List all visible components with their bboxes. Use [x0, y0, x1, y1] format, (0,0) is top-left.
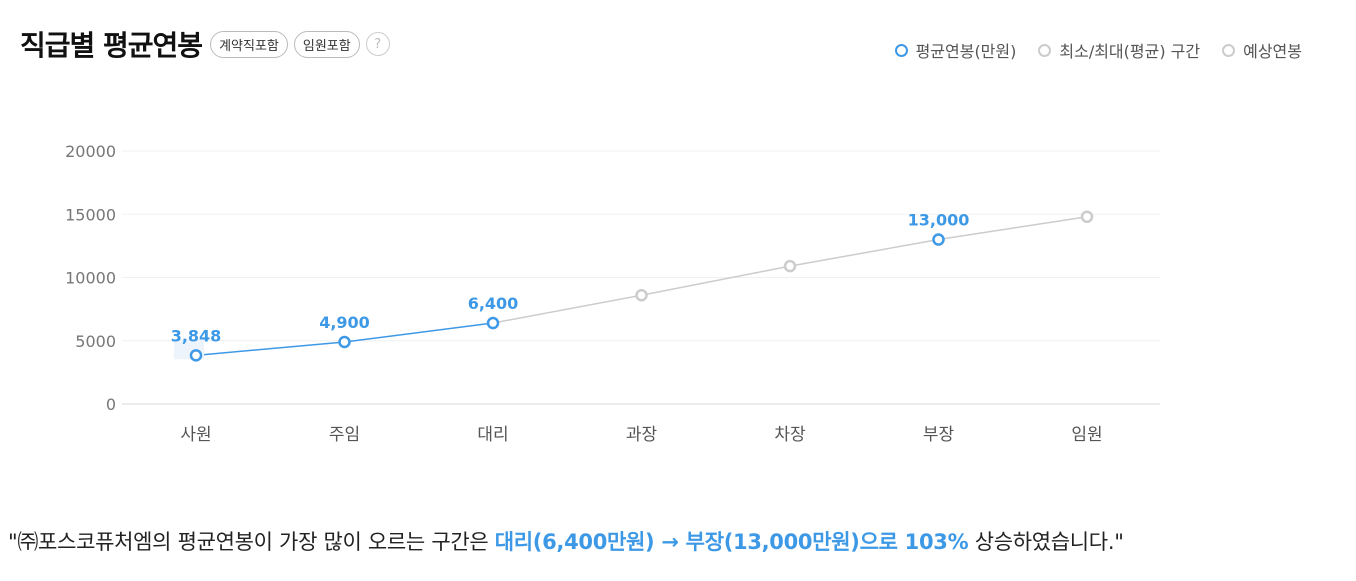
chart-legend: 평균연봉(만원) 최소/최대(평균) 구간 예상연봉: [873, 38, 1302, 62]
x-tick-label: 부장: [923, 425, 955, 445]
x-tick-label: 주임: [329, 425, 360, 445]
y-tick-label: 5000: [75, 332, 116, 351]
data-point-marker: [338, 335, 351, 349]
summary-text: "㈜포스코퓨처엠의 평균연봉이 가장 많이 오르는 구간은 대리(6,400만원…: [8, 526, 1124, 556]
legend-item-average[interactable]: 평균연봉(만원): [894, 38, 1017, 62]
line-chart: 0 5000 10000 15000 20000 사원 주임 대리 과장 차장 부장 임원 3,848 4…: [65, 142, 1160, 445]
tag-contract-included[interactable]: 계약직포함: [210, 30, 288, 58]
data-point-marker: [486, 316, 500, 330]
legend-label: 최소/최대(평균) 구간: [1059, 42, 1201, 61]
data-label: 6,400: [468, 294, 519, 313]
question-circle-icon[interactable]: ?: [365, 32, 390, 56]
x-tick-label: 임원: [1071, 425, 1102, 445]
x-tick-label: 차장: [774, 425, 806, 445]
data-label: 13,000: [908, 211, 970, 230]
summary-suffix: 상승하였습니다.": [968, 530, 1124, 554]
data-point-marker: [635, 288, 648, 302]
circle-marker-icon: [1222, 43, 1236, 57]
data-point-marker: [783, 259, 797, 273]
x-tick-label: 대리: [477, 425, 508, 445]
y-tick-label: 10000: [65, 269, 116, 288]
legend-label: 평균연봉(만원): [915, 42, 1017, 61]
x-tick-label: 사원: [180, 425, 211, 445]
x-tick-label: 과장: [626, 425, 658, 445]
legend-item-expected[interactable]: 예상연봉: [1222, 38, 1302, 62]
summary-prefix: "㈜포스코퓨처엠의 평균연봉이 가장 많이 오르는 구간은: [8, 530, 495, 554]
data-point-marker: [189, 349, 203, 362]
summary-highlight: 대리(6,400만원) → 부장(13,000만원)으로 103%: [494, 530, 969, 554]
legend-item-min-max[interactable]: 최소/최대(평균) 구간: [1038, 38, 1200, 62]
y-tick-label: 15000: [65, 205, 116, 224]
circle-marker-icon: [1038, 43, 1052, 57]
chart-header: 직급별 평균연봉 계약직포함 임원포함 ?: [20, 24, 390, 64]
circle-marker-icon: [894, 43, 908, 57]
chart-title: 직급별 평균연봉: [20, 29, 203, 62]
y-tick-label: 0: [106, 395, 116, 414]
data-point-marker: [1080, 210, 1094, 224]
data-point-marker: [932, 233, 945, 246]
data-label: 3,848: [171, 326, 222, 345]
tag-executive-included[interactable]: 임원포함: [293, 30, 360, 58]
data-label: 4,900: [319, 313, 370, 332]
legend-label: 예상연봉: [1243, 42, 1302, 61]
y-tick-label: 20000: [65, 142, 116, 161]
